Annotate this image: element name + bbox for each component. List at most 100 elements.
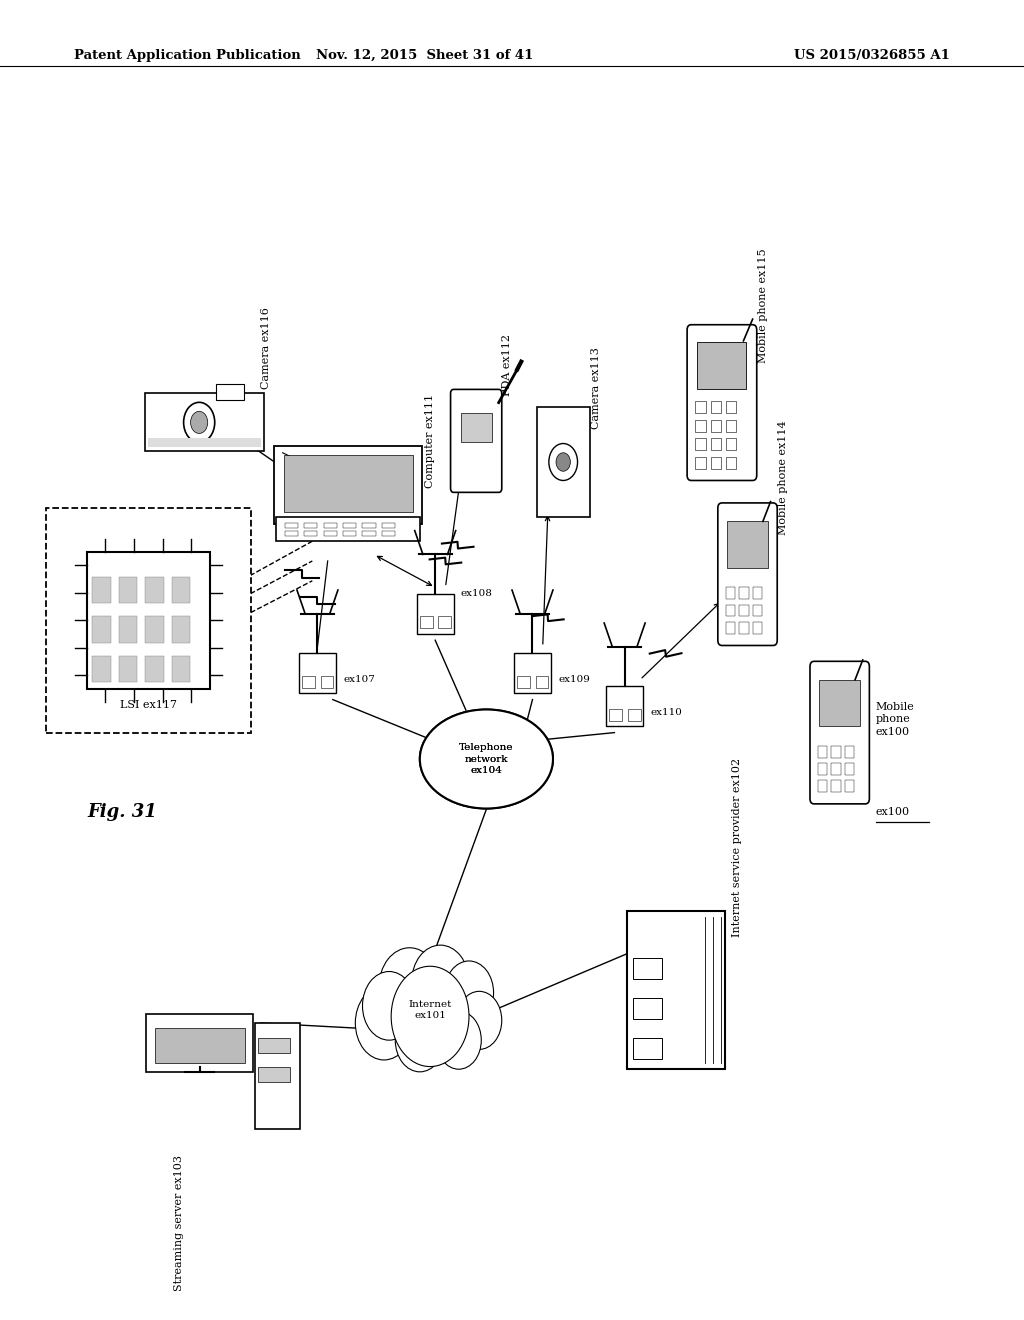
FancyBboxPatch shape: [726, 587, 735, 599]
FancyBboxPatch shape: [119, 577, 137, 603]
Text: Mobile phone ex114: Mobile phone ex114: [778, 420, 788, 535]
FancyBboxPatch shape: [420, 616, 433, 628]
FancyBboxPatch shape: [831, 746, 841, 758]
Circle shape: [362, 972, 416, 1040]
FancyBboxPatch shape: [697, 342, 746, 389]
FancyBboxPatch shape: [536, 676, 549, 688]
Text: Streaming server ex103: Streaming server ex103: [174, 1155, 184, 1291]
Text: Computer ex111: Computer ex111: [425, 395, 435, 488]
FancyBboxPatch shape: [148, 438, 261, 447]
FancyBboxPatch shape: [216, 384, 245, 400]
FancyBboxPatch shape: [514, 653, 551, 693]
FancyBboxPatch shape: [119, 656, 137, 682]
Text: Mobile phone ex115: Mobile phone ex115: [758, 248, 768, 363]
Text: Fig. 31: Fig. 31: [87, 803, 157, 821]
FancyBboxPatch shape: [810, 661, 869, 804]
Text: Telephone
network
ex104: Telephone network ex104: [459, 743, 514, 775]
FancyBboxPatch shape: [146, 1014, 253, 1072]
Circle shape: [444, 961, 494, 1024]
FancyBboxPatch shape: [633, 998, 662, 1019]
FancyBboxPatch shape: [753, 622, 762, 634]
FancyBboxPatch shape: [382, 523, 395, 528]
Text: ex109: ex109: [558, 676, 590, 684]
FancyBboxPatch shape: [258, 1038, 290, 1053]
FancyBboxPatch shape: [695, 401, 706, 413]
Circle shape: [457, 991, 502, 1049]
FancyBboxPatch shape: [633, 1038, 662, 1059]
FancyBboxPatch shape: [711, 438, 721, 450]
FancyBboxPatch shape: [343, 523, 356, 528]
FancyBboxPatch shape: [845, 780, 854, 792]
Circle shape: [412, 945, 469, 1019]
FancyBboxPatch shape: [258, 1067, 290, 1082]
FancyBboxPatch shape: [537, 407, 590, 517]
FancyBboxPatch shape: [711, 420, 721, 432]
FancyBboxPatch shape: [172, 616, 190, 643]
FancyBboxPatch shape: [687, 325, 757, 480]
Circle shape: [549, 444, 578, 480]
FancyBboxPatch shape: [627, 911, 725, 1069]
FancyBboxPatch shape: [606, 686, 643, 726]
FancyBboxPatch shape: [304, 523, 317, 528]
FancyBboxPatch shape: [831, 780, 841, 792]
Text: US 2015/0326855 A1: US 2015/0326855 A1: [795, 49, 950, 62]
FancyBboxPatch shape: [461, 413, 492, 442]
Text: ex110: ex110: [650, 709, 682, 717]
FancyBboxPatch shape: [417, 594, 454, 634]
Circle shape: [355, 986, 413, 1060]
FancyBboxPatch shape: [726, 457, 736, 469]
FancyBboxPatch shape: [145, 616, 164, 643]
FancyBboxPatch shape: [172, 577, 190, 603]
Text: ex108: ex108: [461, 590, 493, 598]
Text: Camera ex116: Camera ex116: [261, 308, 271, 389]
Text: LSI ex117: LSI ex117: [120, 700, 177, 710]
FancyBboxPatch shape: [284, 455, 413, 512]
FancyBboxPatch shape: [255, 1023, 300, 1129]
Text: Nov. 12, 2015  Sheet 31 of 41: Nov. 12, 2015 Sheet 31 of 41: [316, 49, 534, 62]
FancyBboxPatch shape: [726, 401, 736, 413]
Ellipse shape: [420, 710, 553, 808]
FancyBboxPatch shape: [695, 438, 706, 450]
FancyBboxPatch shape: [739, 605, 749, 616]
FancyBboxPatch shape: [727, 521, 768, 568]
FancyBboxPatch shape: [845, 746, 854, 758]
Text: Patent Application Publication: Patent Application Publication: [74, 49, 300, 62]
Circle shape: [379, 948, 440, 1027]
FancyBboxPatch shape: [451, 389, 502, 492]
FancyBboxPatch shape: [324, 531, 337, 536]
FancyBboxPatch shape: [695, 420, 706, 432]
Circle shape: [395, 1008, 444, 1072]
FancyBboxPatch shape: [517, 676, 530, 688]
FancyBboxPatch shape: [299, 653, 336, 693]
FancyBboxPatch shape: [753, 605, 762, 616]
FancyBboxPatch shape: [718, 503, 777, 645]
FancyBboxPatch shape: [343, 531, 356, 536]
FancyBboxPatch shape: [321, 676, 334, 688]
FancyBboxPatch shape: [145, 393, 264, 451]
FancyBboxPatch shape: [438, 616, 452, 628]
FancyBboxPatch shape: [831, 763, 841, 775]
FancyBboxPatch shape: [92, 577, 111, 603]
Text: PDA ex112: PDA ex112: [502, 334, 512, 396]
FancyBboxPatch shape: [276, 517, 420, 541]
FancyBboxPatch shape: [155, 1028, 245, 1063]
FancyBboxPatch shape: [726, 438, 736, 450]
FancyBboxPatch shape: [726, 605, 735, 616]
FancyBboxPatch shape: [145, 577, 164, 603]
FancyBboxPatch shape: [726, 622, 735, 634]
FancyBboxPatch shape: [819, 680, 860, 726]
FancyBboxPatch shape: [274, 446, 422, 524]
Text: Camera ex113: Camera ex113: [591, 347, 601, 429]
FancyBboxPatch shape: [818, 763, 827, 775]
Circle shape: [391, 966, 469, 1067]
FancyBboxPatch shape: [845, 763, 854, 775]
FancyBboxPatch shape: [302, 676, 315, 688]
FancyBboxPatch shape: [753, 587, 762, 599]
FancyBboxPatch shape: [92, 656, 111, 682]
FancyBboxPatch shape: [145, 656, 164, 682]
FancyBboxPatch shape: [362, 523, 376, 528]
FancyBboxPatch shape: [609, 709, 623, 721]
FancyBboxPatch shape: [304, 531, 317, 536]
FancyBboxPatch shape: [172, 656, 190, 682]
Text: ex100: ex100: [876, 807, 909, 817]
